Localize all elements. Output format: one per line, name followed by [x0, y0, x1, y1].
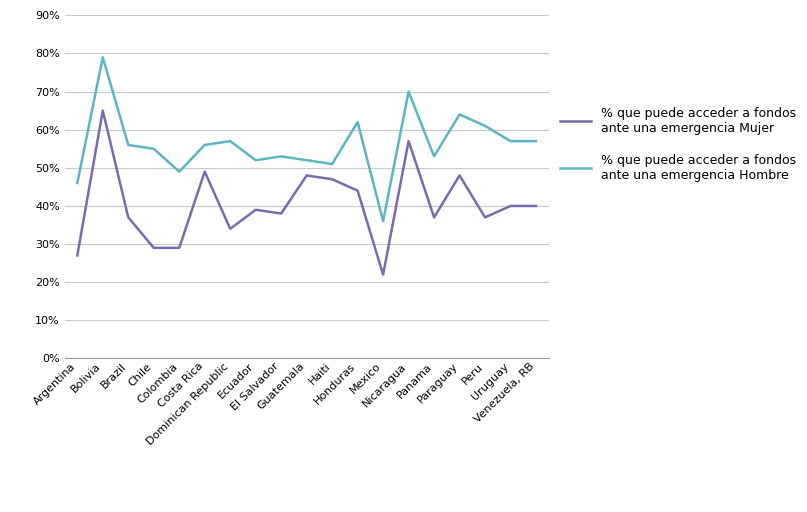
% que puede acceder a fondos
ante una emergencia Hombre: [353, 119, 362, 125]
% que puede acceder a fondos
ante una emergencia Hombre: [276, 153, 286, 159]
% que puede acceder a fondos
ante una emergencia Mujer: [149, 245, 159, 251]
% que puede acceder a fondos
ante una emergencia Mujer: [200, 168, 210, 175]
% que puede acceder a fondos
ante una emergencia Hombre: [480, 123, 490, 129]
% que puede acceder a fondos
ante una emergencia Hombre: [531, 138, 541, 144]
% que puede acceder a fondos
ante una emergencia Hombre: [251, 157, 261, 163]
% que puede acceder a fondos
ante una emergencia Hombre: [328, 161, 337, 167]
% que puede acceder a fondos
ante una emergencia Mujer: [123, 215, 133, 221]
% que puede acceder a fondos
ante una emergencia Mujer: [276, 210, 286, 217]
% que puede acceder a fondos
ante una emergencia Mujer: [98, 108, 107, 114]
Line: % que puede acceder a fondos
ante una emergencia Hombre: % que puede acceder a fondos ante una em…: [77, 57, 536, 221]
% que puede acceder a fondos
ante una emergencia Mujer: [429, 215, 439, 221]
% que puede acceder a fondos
ante una emergencia Mujer: [480, 215, 490, 221]
Legend: % que puede acceder a fondos
ante una emergencia Mujer, % que puede acceder a fo: % que puede acceder a fondos ante una em…: [560, 108, 797, 182]
% que puede acceder a fondos
ante una emergencia Hombre: [149, 146, 159, 152]
% que puede acceder a fondos
ante una emergencia Hombre: [123, 142, 133, 148]
% que puede acceder a fondos
ante una emergencia Mujer: [506, 203, 516, 209]
% que puede acceder a fondos
ante una emergencia Hombre: [302, 157, 312, 163]
% que puede acceder a fondos
ante una emergencia Mujer: [454, 173, 464, 179]
Line: % que puede acceder a fondos
ante una emergencia Mujer: % que puede acceder a fondos ante una em…: [77, 111, 536, 274]
% que puede acceder a fondos
ante una emergencia Hombre: [404, 89, 413, 95]
% que puede acceder a fondos
ante una emergencia Hombre: [174, 168, 184, 175]
% que puede acceder a fondos
ante una emergencia Hombre: [454, 112, 464, 118]
% que puede acceder a fondos
ante una emergencia Hombre: [200, 142, 210, 148]
% que puede acceder a fondos
ante una emergencia Mujer: [73, 252, 82, 259]
% que puede acceder a fondos
ante una emergencia Hombre: [73, 180, 82, 186]
% que puede acceder a fondos
ante una emergencia Mujer: [328, 176, 337, 182]
% que puede acceder a fondos
ante una emergencia Mujer: [404, 138, 413, 144]
% que puede acceder a fondos
ante una emergencia Mujer: [531, 203, 541, 209]
% que puede acceder a fondos
ante una emergencia Hombre: [98, 54, 107, 60]
% que puede acceder a fondos
ante una emergencia Hombre: [378, 218, 388, 224]
% que puede acceder a fondos
ante una emergencia Mujer: [251, 207, 261, 213]
% que puede acceder a fondos
ante una emergencia Hombre: [429, 153, 439, 159]
% que puede acceder a fondos
ante una emergencia Hombre: [225, 138, 235, 144]
% que puede acceder a fondos
ante una emergencia Mujer: [174, 245, 184, 251]
% que puede acceder a fondos
ante una emergencia Mujer: [225, 226, 235, 232]
% que puede acceder a fondos
ante una emergencia Mujer: [302, 173, 312, 179]
% que puede acceder a fondos
ante una emergencia Mujer: [353, 187, 362, 194]
% que puede acceder a fondos
ante una emergencia Mujer: [378, 271, 388, 278]
% que puede acceder a fondos
ante una emergencia Hombre: [506, 138, 516, 144]
